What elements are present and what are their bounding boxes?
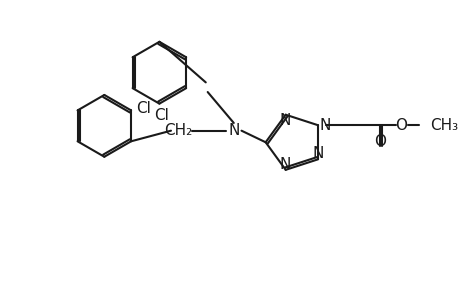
Text: CH₂: CH₂ (164, 123, 192, 138)
Text: N: N (312, 146, 323, 161)
Text: N: N (319, 118, 330, 133)
Text: CH₃: CH₃ (429, 118, 457, 133)
Text: N: N (228, 123, 239, 138)
Text: O: O (394, 118, 406, 133)
Text: O: O (373, 134, 385, 149)
Text: Cl: Cl (154, 109, 168, 124)
Text: N: N (280, 157, 291, 172)
Text: N: N (280, 113, 291, 128)
Text: Cl: Cl (136, 101, 151, 116)
